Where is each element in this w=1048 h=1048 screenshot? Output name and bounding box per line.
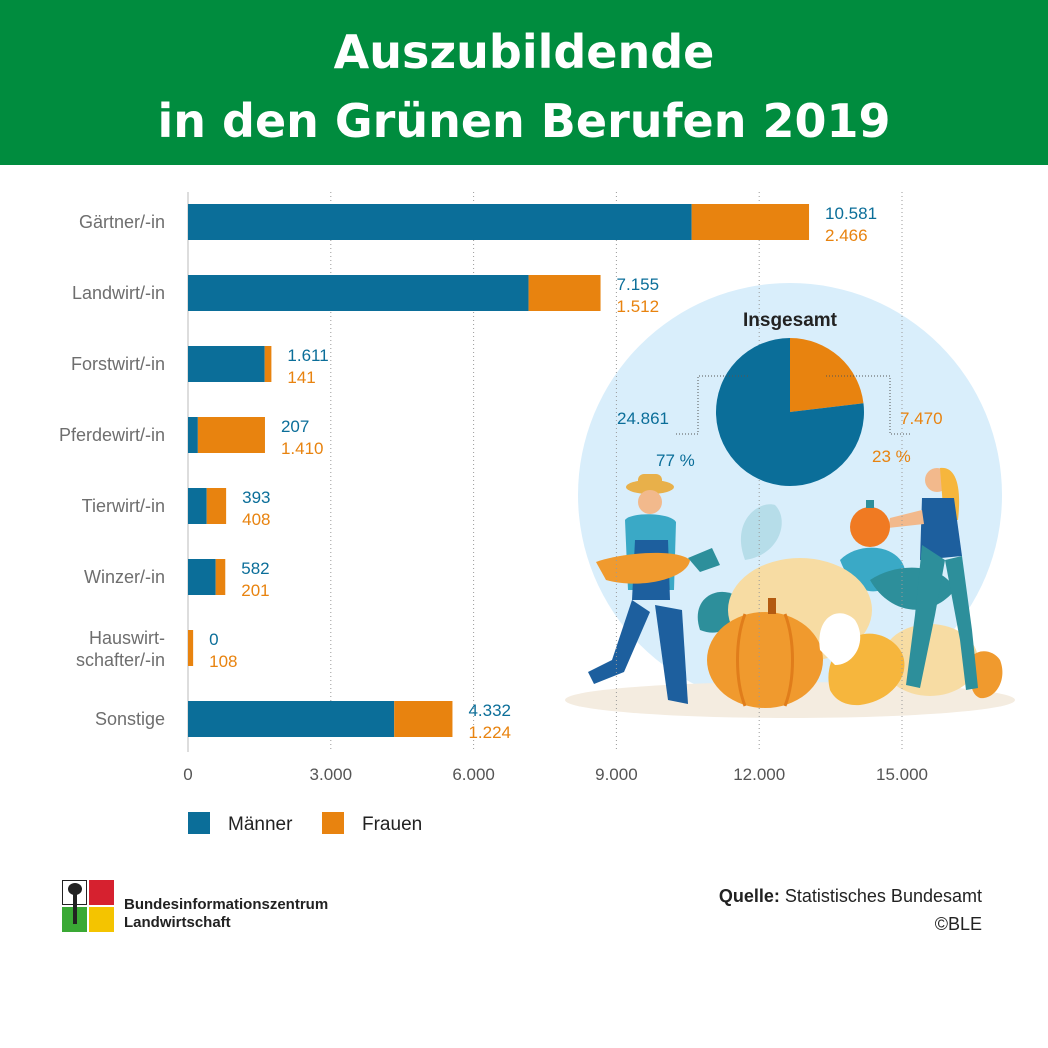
bar-maenner <box>188 488 207 524</box>
x-tick-label: 15.000 <box>876 765 928 784</box>
value-label-frauen: 1.224 <box>468 723 511 742</box>
farmer-woman-figure <box>850 467 978 690</box>
bar-frauen <box>206 488 227 524</box>
pumpkin-shape <box>707 612 823 708</box>
bar-maenner <box>188 559 216 595</box>
source-label: Quelle: <box>718 886 780 906</box>
leaf-shape <box>697 591 736 633</box>
x-tick-label: 6.000 <box>452 765 495 784</box>
tree-icon <box>68 883 82 895</box>
value-label-maenner: 1.611 <box>287 346 328 365</box>
category-label: Sonstige <box>95 709 165 729</box>
squash-shape <box>882 624 978 696</box>
category-label: Forstwirt/-in <box>71 354 165 374</box>
pie-value-frauen: 7.470 <box>900 409 943 428</box>
pie-percent-maenner: 77 % <box>656 451 695 470</box>
copyright: ©BLE <box>934 914 982 934</box>
x-tick-label: 3.000 <box>310 765 353 784</box>
category-label: Hauswirt-schafter/-in <box>76 628 165 670</box>
value-label-frauen: 1.410 <box>281 439 324 458</box>
pie-percent-frauen: 23 % <box>872 447 911 466</box>
garlic-shape <box>819 613 861 665</box>
leaf-shape <box>740 504 782 560</box>
bar-maenner <box>188 701 395 737</box>
x-tick-label: 9.000 <box>595 765 638 784</box>
x-tick-label: 12.000 <box>733 765 785 784</box>
title-line-1: Auszubildende <box>333 25 715 79</box>
category-label: Landwirt/-in <box>72 283 165 303</box>
bar-frauen <box>215 559 226 595</box>
legend-label-maenner: Männer <box>228 814 293 835</box>
bar-maenner <box>188 275 529 311</box>
bar-maenner <box>188 417 198 453</box>
pie-chart: Insgesamt 24.861 77 % 7.470 23 % <box>617 310 943 487</box>
pie-title: Insgesamt <box>743 310 838 331</box>
legend-swatch-frauen <box>322 812 344 834</box>
bar-maenner <box>188 346 265 382</box>
logo-text-line-1: Bundesinformationszentrum <box>124 896 329 913</box>
logo-tile-yellow <box>89 907 114 932</box>
bar-maenner <box>188 204 692 240</box>
value-label-frauen: 141 <box>287 368 315 387</box>
value-label-maenner: 0 <box>209 630 218 649</box>
value-label-frauen: 108 <box>209 652 237 671</box>
illustration <box>565 283 1015 718</box>
x-tick-label: 0 <box>183 765 192 784</box>
value-label-maenner: 7.155 <box>617 275 660 294</box>
value-label-frauen: 1.512 <box>617 297 660 316</box>
header-banner: Auszubildende in den Grünen Berufen 2019 <box>0 0 1048 165</box>
value-label-maenner: 393 <box>242 488 270 507</box>
value-label-frauen: 2.466 <box>825 226 868 245</box>
leader-line-frauen <box>826 375 912 435</box>
category-label: Pferdewirt/-in <box>59 425 165 445</box>
value-label-maenner: 10.581 <box>825 204 877 223</box>
farmer-man-figure <box>588 474 720 704</box>
bar-frauen <box>528 275 601 311</box>
category-label: Gärtner/-in <box>79 212 165 232</box>
legend-swatch-maenner <box>188 812 210 834</box>
category-label: Tierwirt/-in <box>82 496 165 516</box>
bars-layer: 0 3.000 6.000 9.000 12.000 15.000 Gärtner/-in 1… <box>59 192 928 784</box>
value-label-maenner: 207 <box>281 417 309 436</box>
source-value: Statistisches Bundesamt <box>779 886 982 906</box>
value-label-maenner: 4.332 <box>468 701 511 720</box>
logo-text-line-2: Landwirtschaft <box>124 914 231 931</box>
bar-frauen <box>264 346 272 382</box>
pie-slice-maenner <box>716 338 864 487</box>
bar-frauen <box>691 204 810 240</box>
value-label-maenner: 582 <box>241 559 269 578</box>
leader-line-maenner <box>676 375 748 435</box>
logo <box>62 880 114 932</box>
legend-label-frauen: Frauen <box>362 814 423 835</box>
tree-trunk <box>73 894 77 924</box>
value-label-frauen: 408 <box>242 510 270 529</box>
bar-frauen <box>394 701 453 737</box>
category-label: Winzer/-in <box>84 567 165 587</box>
title-line-2: in den Grünen Berufen 2019 <box>157 94 891 148</box>
logo-tile-red <box>89 880 114 905</box>
pie-value-maenner: 24.861 <box>617 409 669 428</box>
value-label-frauen: 201 <box>241 581 269 600</box>
bar-frauen <box>197 417 265 453</box>
bar-frauen <box>188 630 194 666</box>
pie-slice-frauen <box>790 338 864 412</box>
source-line: Quelle: Statistisches Bundesamt <box>719 886 982 907</box>
